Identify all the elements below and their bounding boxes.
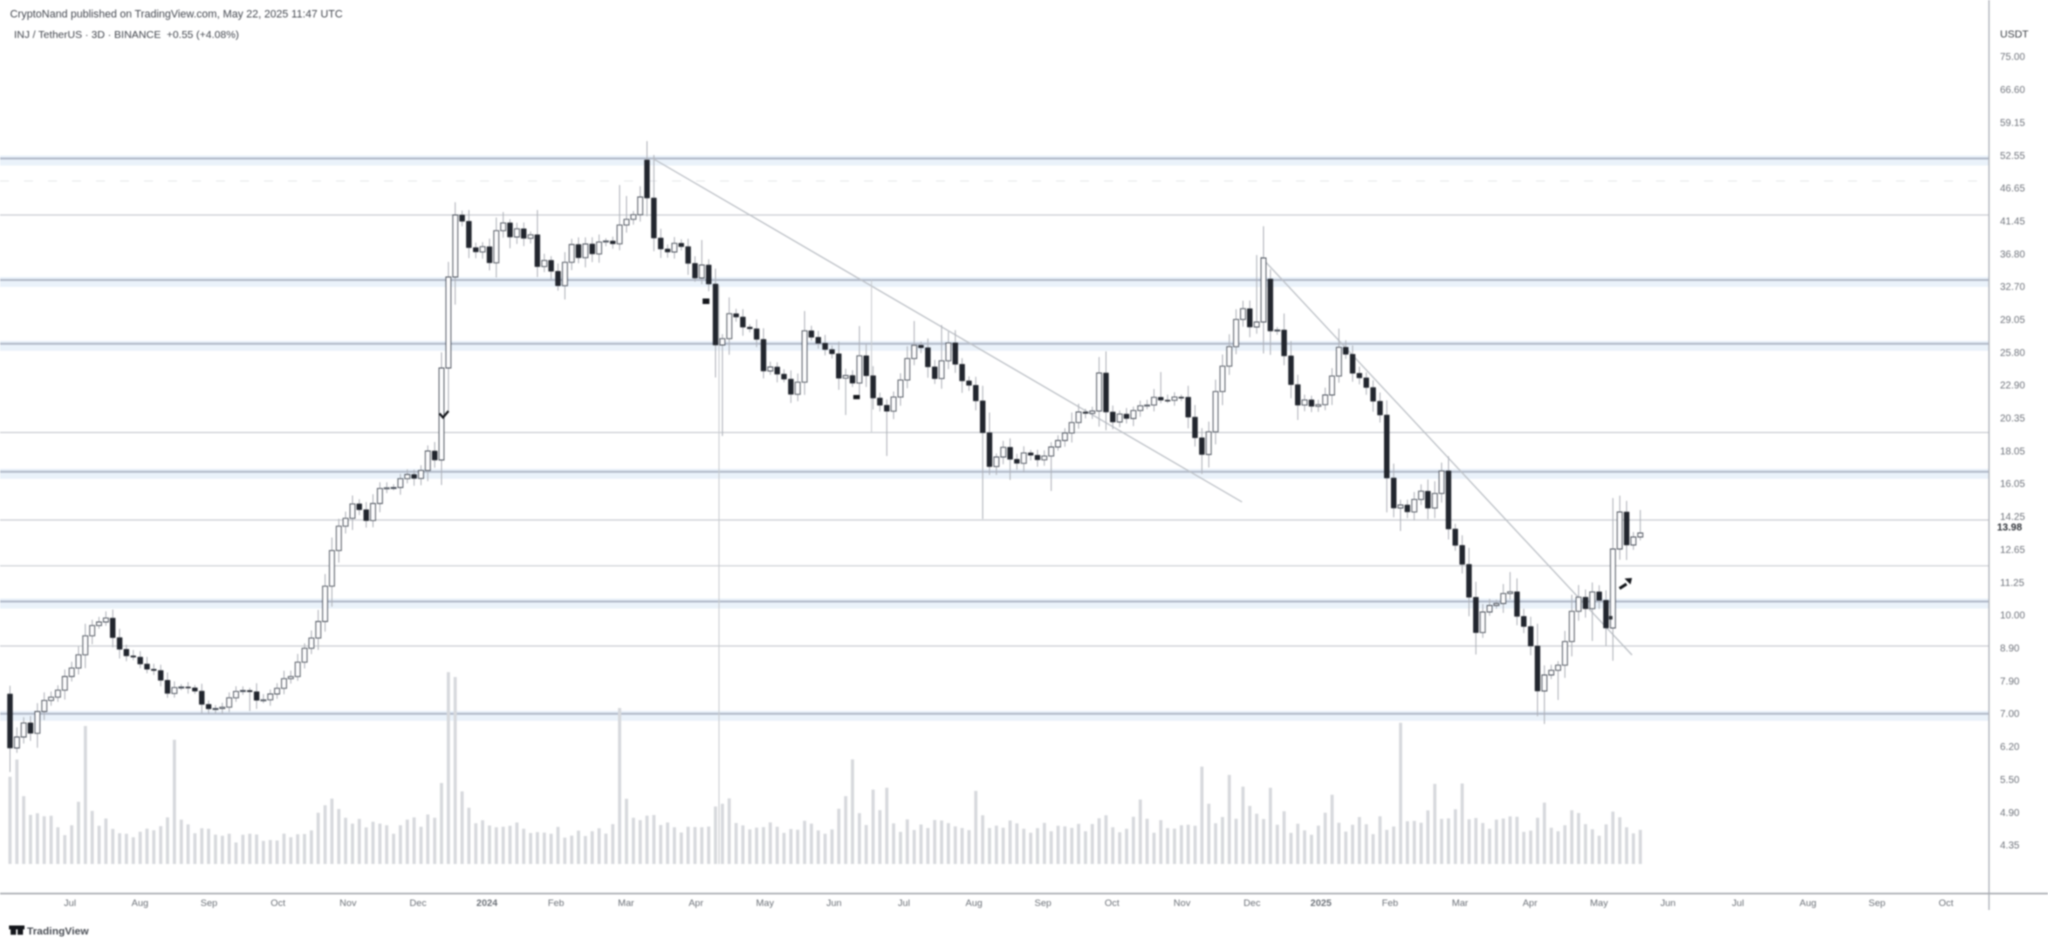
svg-text:8.90: 8.90 [2000, 644, 2020, 655]
svg-text:Mar: Mar [618, 898, 634, 909]
svg-text:Jun: Jun [826, 898, 841, 909]
svg-text:Feb: Feb [548, 898, 564, 909]
svg-text:52.55: 52.55 [2000, 151, 2025, 162]
svg-text:USDT: USDT [2000, 29, 2029, 41]
svg-text:Dec: Dec [1244, 898, 1261, 909]
svg-text:Nov: Nov [1174, 898, 1191, 909]
svg-text:May: May [1590, 898, 1608, 909]
svg-text:32.70: 32.70 [2000, 282, 2025, 293]
svg-text:10.00: 10.00 [2000, 611, 2025, 622]
svg-text:5.50: 5.50 [2000, 775, 2020, 786]
svg-text:Nov: Nov [340, 898, 357, 909]
svg-text:Jul: Jul [898, 898, 910, 909]
svg-text:18.05: 18.05 [2000, 446, 2025, 457]
svg-text:13.98: 13.98 [1997, 523, 2022, 534]
svg-text:Sep: Sep [201, 898, 218, 909]
svg-text:Apr: Apr [1523, 898, 1538, 909]
svg-text:Sep: Sep [1035, 898, 1052, 909]
svg-text:20.35: 20.35 [2000, 414, 2025, 425]
svg-text:May: May [756, 898, 774, 909]
svg-text:36.80: 36.80 [2000, 249, 2025, 260]
svg-text:75.00: 75.00 [2000, 52, 2025, 63]
svg-text:6.20: 6.20 [2000, 742, 2020, 753]
svg-text:Dec: Dec [410, 898, 427, 909]
svg-text:Oct: Oct [1105, 898, 1120, 909]
svg-text:Oct: Oct [271, 898, 286, 909]
svg-text:Apr: Apr [689, 898, 704, 909]
svg-text:25.80: 25.80 [2000, 348, 2025, 359]
svg-text:29.05: 29.05 [2000, 315, 2025, 326]
svg-text:66.60: 66.60 [2000, 85, 2025, 96]
svg-text:Sep: Sep [1869, 898, 1886, 909]
svg-text:Jun: Jun [1660, 898, 1675, 909]
svg-text:Aug: Aug [1800, 898, 1817, 909]
svg-text:Jul: Jul [64, 898, 76, 909]
svg-text:7.00: 7.00 [2000, 709, 2020, 720]
svg-text:59.15: 59.15 [2000, 118, 2025, 129]
svg-text:41.45: 41.45 [2000, 216, 2025, 227]
svg-text:Feb: Feb [1382, 898, 1398, 909]
svg-text:2025: 2025 [1310, 898, 1332, 909]
svg-text:2024: 2024 [476, 898, 498, 909]
svg-text:7.90: 7.90 [2000, 676, 2020, 687]
svg-text:11.25: 11.25 [2000, 578, 2025, 589]
svg-text:16.05: 16.05 [2000, 479, 2025, 490]
svg-text:Oct: Oct [1939, 898, 1954, 909]
svg-text:4.90: 4.90 [2000, 808, 2020, 819]
svg-text:CryptoNand published on Tradin: CryptoNand published on TradingView.com,… [10, 9, 343, 21]
svg-text:46.65: 46.65 [2000, 184, 2025, 195]
svg-text:Mar: Mar [1452, 898, 1468, 909]
svg-text:Jul: Jul [1732, 898, 1744, 909]
svg-text:22.90: 22.90 [2000, 381, 2025, 392]
svg-text:4.35: 4.35 [2000, 841, 2020, 852]
svg-text:Aug: Aug [966, 898, 983, 909]
svg-text:TradingView: TradingView [27, 926, 89, 938]
svg-text:Aug: Aug [132, 898, 149, 909]
svg-text:12.65: 12.65 [2000, 545, 2025, 556]
svg-text:INJ / TetherUS · 3D · BINANCE: INJ / TetherUS · 3D · BINANCE +0.55 (+4.… [14, 29, 239, 41]
svg-text:14.25: 14.25 [2000, 512, 2025, 523]
